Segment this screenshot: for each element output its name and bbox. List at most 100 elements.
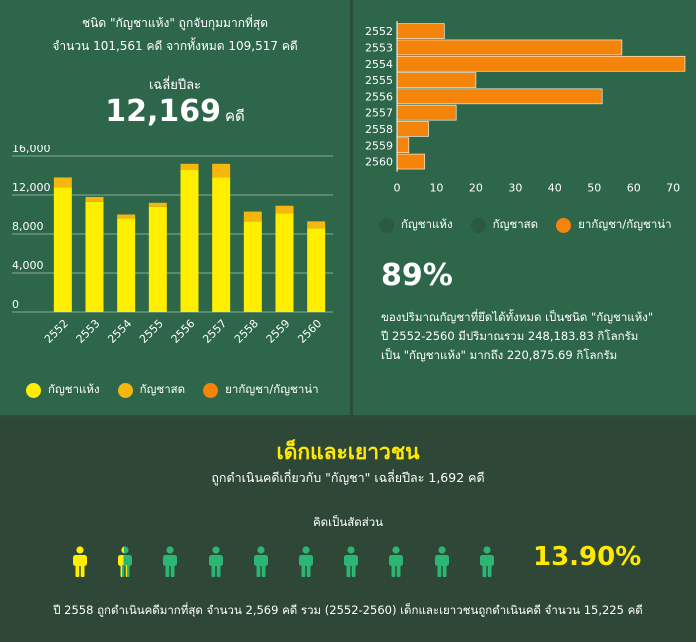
x-tick-label: 2555 [137,317,166,346]
legend-label-fresh: กัญชาสด [492,217,539,231]
desc-line-3: เป็น "กัญชาแห้ง" มากถึง 220,875.69 กิโลก… [381,348,618,362]
right-panel: 2552 2553 2554 2555 2556 2557 2558 2559 2560 0 10 2… [353,0,696,415]
legend-item-fresh: กัญชาสด [470,216,539,234]
dry-share-percent: 89% [381,258,453,293]
bar-2558-series-1 [243,211,262,222]
x-tick-label: 50 [587,182,601,195]
x-tick-label: 2553 [74,317,103,346]
bar-2559-series-1 [275,205,294,214]
legend-dot-product [203,382,219,398]
average-label: เฉลี่ยปีละ [148,78,202,93]
bar-2553 [396,39,623,56]
x-tick-label: 2556 [169,317,198,346]
person-icon [161,546,179,578]
ratio-label: คิดเป็นสัดส่วน [312,515,384,529]
legend-dot-dry [379,217,394,233]
legend-item-product: ยากัญชา/กัญชาน่า [556,216,672,234]
bar-2560-series-1 [307,221,326,229]
bar-2559 [396,137,410,154]
person-icon [207,546,225,578]
left-panel: ชนิด "กัญชาแห้ง" ถูกจับกุมมากที่สุด จำนว… [0,0,350,415]
bar-2558 [396,121,429,137]
x-tick-label: 2559 [264,317,293,346]
youth-subtitle: ถูกดำเนินคดีเกี่ยวกับ "กัญชา" เฉลี่ยปีละ… [211,470,485,485]
y-tick-label: 2556 [365,90,393,103]
bar-2553-series-0 [85,201,104,312]
person-icon [433,546,451,578]
y-tick-label: 16,000 [12,145,51,155]
bar-2556-series-1 [180,163,199,170]
legend-item-fresh: กัญชาสด [117,381,186,399]
bar-2555 [396,72,477,88]
bar-2556-series-0 [180,169,199,312]
legend-label-fresh: กัญชาสด [139,382,186,396]
youth-percent: 13.90% [533,542,642,572]
legend-item-dry: กัญชาแห้ง [26,381,100,399]
youth-footnote: ปี 2558 ถูกดำเนินคดีมากที่สุด จำนวน 2,56… [53,603,643,617]
bar-2552-series-1 [53,177,72,188]
y-tick-label: 2559 [365,139,393,152]
legend-item-product: ยากัญชา/กัญชาน่า [203,381,319,399]
bar-2554-series-0 [117,218,136,312]
person-icon [116,546,134,578]
x-tick-label: 60 [627,182,641,195]
person-icon [71,546,89,578]
person-icon [478,546,496,578]
dry-share-description: ของปริมาณกัญชาที่ยึดได้ทั้งหมด เป็นชนิด … [381,308,653,365]
legend-dot-product [556,217,572,233]
left-legend: กัญชาแห้ง กัญชาสด ยากัญชา/กัญชาน่า [26,381,337,399]
y-tick-label: 0 [12,298,19,311]
x-tick-label: 2560 [295,317,324,346]
desc-line-2: ปี 2552-2560 มีปริมาณรวม 248,183.83 กิโล… [381,329,639,343]
x-tick-label: 20 [469,182,483,195]
person-icon [387,546,405,578]
x-tick-label: 2554 [105,317,134,346]
y-tick-label: 2553 [365,41,393,54]
x-tick-label: 40 [548,182,562,195]
bar-2555-series-1 [148,202,167,207]
y-tick-label: 2560 [365,156,393,169]
average-number: 12,169 [105,94,221,129]
bar-2557-series-0 [212,177,231,312]
bar-2553-series-1 [85,196,104,202]
desc-line-1: ของปริมาณกัญชาที่ยึดได้ทั้งหมด เป็นชนิด … [381,310,654,324]
x-tick-label: 70 [666,182,680,195]
person-icon [297,546,315,578]
legend-label-dry: กัญชาแห้ง [401,217,453,231]
bar-2560-series-0 [307,228,326,312]
bar-2554-series-1 [117,214,136,219]
y-tick-label: 2558 [365,123,393,136]
y-tick-label: 8,000 [12,220,44,233]
legend-label-product: ยากัญชา/กัญชาน่า [578,217,672,231]
y-tick-label: 12,000 [12,181,51,194]
legend-dot-dry [26,382,41,398]
bar-2559-series-0 [275,213,294,312]
y-tick-label: 2554 [365,58,393,71]
bar-2556 [396,88,603,105]
x-tick-label: 2558 [232,317,261,346]
average-value: 12,169 คดี [0,94,350,129]
bar-2552-series-0 [53,187,72,312]
youth-title: เด็กและเยาวชน [276,440,420,464]
y-tick-label: 4,000 [12,259,44,272]
legend-dot-fresh [470,217,486,233]
legend-dot-fresh [117,382,133,398]
y-tick-label: 2557 [365,107,393,120]
x-tick-label: 30 [508,182,522,195]
x-tick-label: 10 [429,182,443,195]
bar-2558-series-0 [243,221,262,312]
legend-label-dry: กัญชาแห้ง [48,382,100,396]
x-tick-label: 2552 [42,317,71,346]
person-icon [342,546,360,578]
bar-2557-series-1 [212,163,231,178]
bar-2554 [396,55,686,72]
bar-2552 [396,23,445,39]
youth-panel: เด็กและเยาวชน ถูกดำเนินคดีเกี่ยวกับ "กัญ… [0,418,696,642]
average-unit: คดี [225,107,245,125]
x-tick-label: 2557 [200,317,229,346]
legend-label-product: ยากัญชา/กัญชาน่า [225,382,319,396]
bar-2560 [396,153,425,170]
y-tick-label: 2552 [365,25,393,38]
